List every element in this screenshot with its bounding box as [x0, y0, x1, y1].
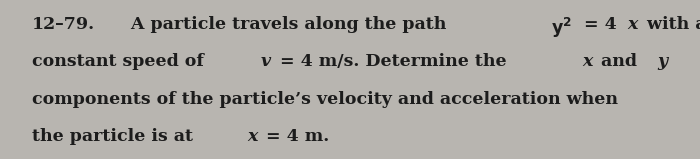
- Text: x: x: [247, 128, 258, 145]
- Text: 12–79.: 12–79.: [32, 16, 94, 33]
- Text: = 4 m.: = 4 m.: [260, 128, 330, 145]
- Text: A particle travels along the path: A particle travels along the path: [113, 16, 452, 33]
- Text: components of the particle’s velocity and acceleration when: components of the particle’s velocity an…: [32, 91, 617, 108]
- Text: with a: with a: [641, 16, 700, 33]
- Text: constant speed of: constant speed of: [32, 53, 209, 70]
- Text: and: and: [596, 53, 643, 70]
- Text: v: v: [261, 53, 271, 70]
- Text: the particle is at: the particle is at: [32, 128, 199, 145]
- Text: x: x: [582, 53, 592, 70]
- Text: $\mathbf{y}^{\mathbf{2}}$: $\mathbf{y}^{\mathbf{2}}$: [551, 16, 572, 40]
- Text: = 4: = 4: [578, 16, 617, 33]
- Text: = 4 m/s. Determine the: = 4 m/s. Determine the: [274, 53, 512, 70]
- Text: x: x: [628, 16, 638, 33]
- Text: y: y: [657, 53, 667, 70]
